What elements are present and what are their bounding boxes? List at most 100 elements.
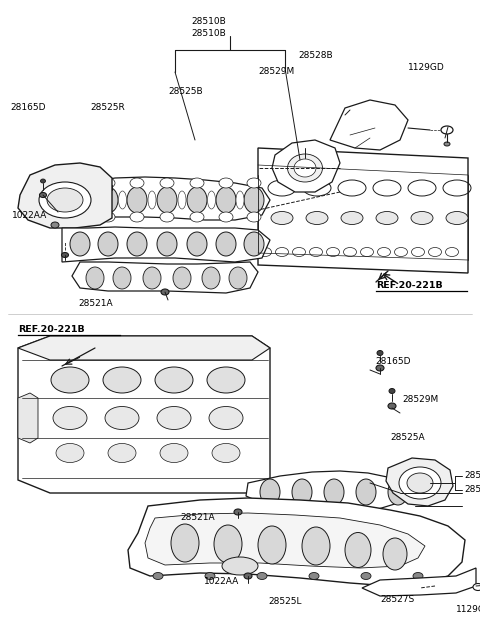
Text: 28521A: 28521A (79, 298, 113, 307)
Ellipse shape (39, 182, 91, 218)
Text: 28528B: 28528B (298, 52, 333, 60)
Ellipse shape (207, 367, 245, 393)
Text: 28510A: 28510A (464, 471, 480, 481)
Ellipse shape (53, 406, 87, 429)
Ellipse shape (51, 222, 59, 228)
Ellipse shape (73, 178, 87, 188)
Ellipse shape (234, 509, 242, 515)
Ellipse shape (157, 187, 177, 213)
Ellipse shape (260, 479, 280, 505)
Ellipse shape (143, 267, 161, 289)
Ellipse shape (190, 212, 204, 222)
Text: 28525B: 28525B (168, 88, 203, 97)
Ellipse shape (103, 367, 141, 393)
Polygon shape (362, 568, 476, 596)
Ellipse shape (86, 267, 104, 289)
Ellipse shape (411, 212, 433, 225)
Ellipse shape (214, 525, 242, 563)
Ellipse shape (222, 557, 258, 575)
Ellipse shape (219, 178, 233, 188)
Ellipse shape (40, 179, 46, 183)
Ellipse shape (292, 479, 312, 505)
Ellipse shape (173, 267, 191, 289)
Ellipse shape (119, 191, 127, 209)
Ellipse shape (209, 406, 243, 429)
Polygon shape (330, 100, 408, 150)
Polygon shape (72, 262, 258, 293)
Text: 1022AA: 1022AA (12, 211, 47, 219)
Polygon shape (18, 163, 112, 228)
Polygon shape (246, 471, 405, 512)
Ellipse shape (324, 479, 344, 505)
Polygon shape (145, 513, 425, 568)
Ellipse shape (130, 178, 144, 188)
Ellipse shape (377, 350, 383, 356)
Ellipse shape (247, 212, 261, 222)
Polygon shape (18, 393, 38, 443)
Ellipse shape (473, 583, 480, 590)
Ellipse shape (407, 473, 433, 493)
Text: REF.20-221B: REF.20-221B (376, 282, 443, 291)
Ellipse shape (130, 212, 144, 222)
Polygon shape (62, 227, 270, 262)
Ellipse shape (376, 212, 398, 225)
Ellipse shape (306, 212, 328, 225)
Ellipse shape (212, 443, 240, 462)
Ellipse shape (70, 232, 90, 256)
Ellipse shape (157, 232, 177, 256)
Ellipse shape (127, 232, 147, 256)
Ellipse shape (70, 187, 90, 213)
Polygon shape (18, 336, 270, 493)
Ellipse shape (361, 572, 371, 579)
Ellipse shape (258, 526, 286, 564)
Polygon shape (128, 498, 465, 586)
Text: 28165D: 28165D (10, 104, 46, 113)
Polygon shape (18, 336, 270, 360)
Polygon shape (258, 148, 468, 273)
Ellipse shape (51, 367, 89, 393)
Ellipse shape (388, 403, 396, 409)
Ellipse shape (444, 142, 450, 146)
Ellipse shape (105, 406, 139, 429)
Ellipse shape (127, 187, 147, 213)
Text: 28510B: 28510B (192, 18, 227, 27)
Ellipse shape (202, 267, 220, 289)
Ellipse shape (216, 232, 236, 256)
Ellipse shape (413, 572, 423, 579)
Text: 28529M: 28529M (402, 396, 438, 404)
Text: REF.20-221B: REF.20-221B (18, 326, 84, 335)
Ellipse shape (388, 479, 408, 505)
Ellipse shape (98, 187, 118, 213)
Ellipse shape (47, 188, 83, 212)
Ellipse shape (399, 467, 441, 499)
Ellipse shape (446, 212, 468, 225)
Text: 28529M: 28529M (258, 67, 294, 76)
Ellipse shape (294, 159, 316, 177)
Ellipse shape (257, 572, 267, 579)
Ellipse shape (244, 573, 252, 579)
Ellipse shape (205, 572, 215, 579)
Ellipse shape (113, 267, 131, 289)
Ellipse shape (73, 212, 87, 222)
Ellipse shape (90, 191, 98, 209)
Text: 28525L: 28525L (268, 597, 302, 607)
Ellipse shape (108, 443, 136, 462)
Text: 28521A: 28521A (180, 513, 215, 523)
Ellipse shape (244, 187, 264, 213)
Ellipse shape (207, 191, 216, 209)
Ellipse shape (247, 178, 261, 188)
Ellipse shape (244, 232, 264, 256)
Polygon shape (272, 140, 340, 192)
Text: 28527S: 28527S (380, 595, 414, 604)
Text: 28510B: 28510B (192, 29, 227, 39)
Ellipse shape (216, 187, 236, 213)
Ellipse shape (101, 178, 115, 188)
Ellipse shape (56, 443, 84, 462)
Ellipse shape (161, 289, 169, 295)
Ellipse shape (101, 212, 115, 222)
Ellipse shape (229, 267, 247, 289)
Ellipse shape (160, 212, 174, 222)
Ellipse shape (301, 160, 309, 165)
Ellipse shape (302, 527, 330, 565)
Ellipse shape (98, 232, 118, 256)
